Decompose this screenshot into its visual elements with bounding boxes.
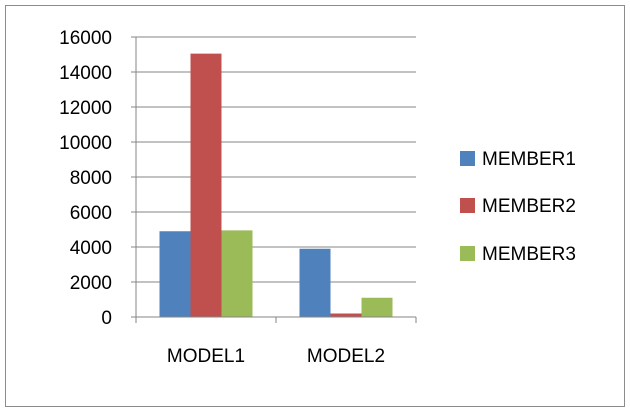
legend-swatch	[460, 246, 475, 261]
y-tick-label: 10000	[59, 133, 112, 154]
y-tick-label: 12000	[59, 98, 112, 119]
bar-member1-model2	[299, 248, 331, 317]
bar-member2-model1	[190, 53, 222, 317]
y-tick-label: 14000	[59, 63, 112, 84]
x-tick-labels: MODEL1 MODEL2	[167, 346, 385, 367]
x-tick-label: MODEL1	[167, 346, 245, 367]
y-tick-label: 4000	[70, 238, 112, 259]
y-tick-label: 8000	[70, 168, 112, 189]
bars	[159, 53, 393, 317]
legend-swatch	[460, 198, 475, 213]
bar-member3-model2	[361, 297, 393, 317]
legend-item-member1: MEMBER1	[460, 149, 576, 170]
y-tick-label: 6000	[70, 203, 112, 224]
legend-item-member3: MEMBER3	[460, 244, 576, 265]
legend: MEMBER1 MEMBER2 MEMBER3	[460, 149, 576, 265]
legend-label: MEMBER1	[482, 149, 576, 170]
x-tick-label: MODEL2	[307, 346, 385, 367]
bar-member3-model1	[221, 230, 253, 317]
legend-label: MEMBER3	[482, 244, 576, 265]
axes	[131, 36, 417, 323]
bar-member2-model2	[330, 313, 362, 317]
legend-item-member2: MEMBER2	[460, 196, 576, 217]
y-tick-labels: 0 2000 4000 6000 8000 10000 12000 14000 16000	[59, 28, 112, 329]
y-tick-label: 2000	[70, 273, 112, 294]
y-tick-label: 16000	[59, 28, 112, 49]
legend-swatch	[460, 151, 475, 166]
y-tick-label: 0	[101, 308, 112, 329]
legend-label: MEMBER2	[482, 196, 576, 217]
bar-member1-model1	[159, 231, 191, 317]
